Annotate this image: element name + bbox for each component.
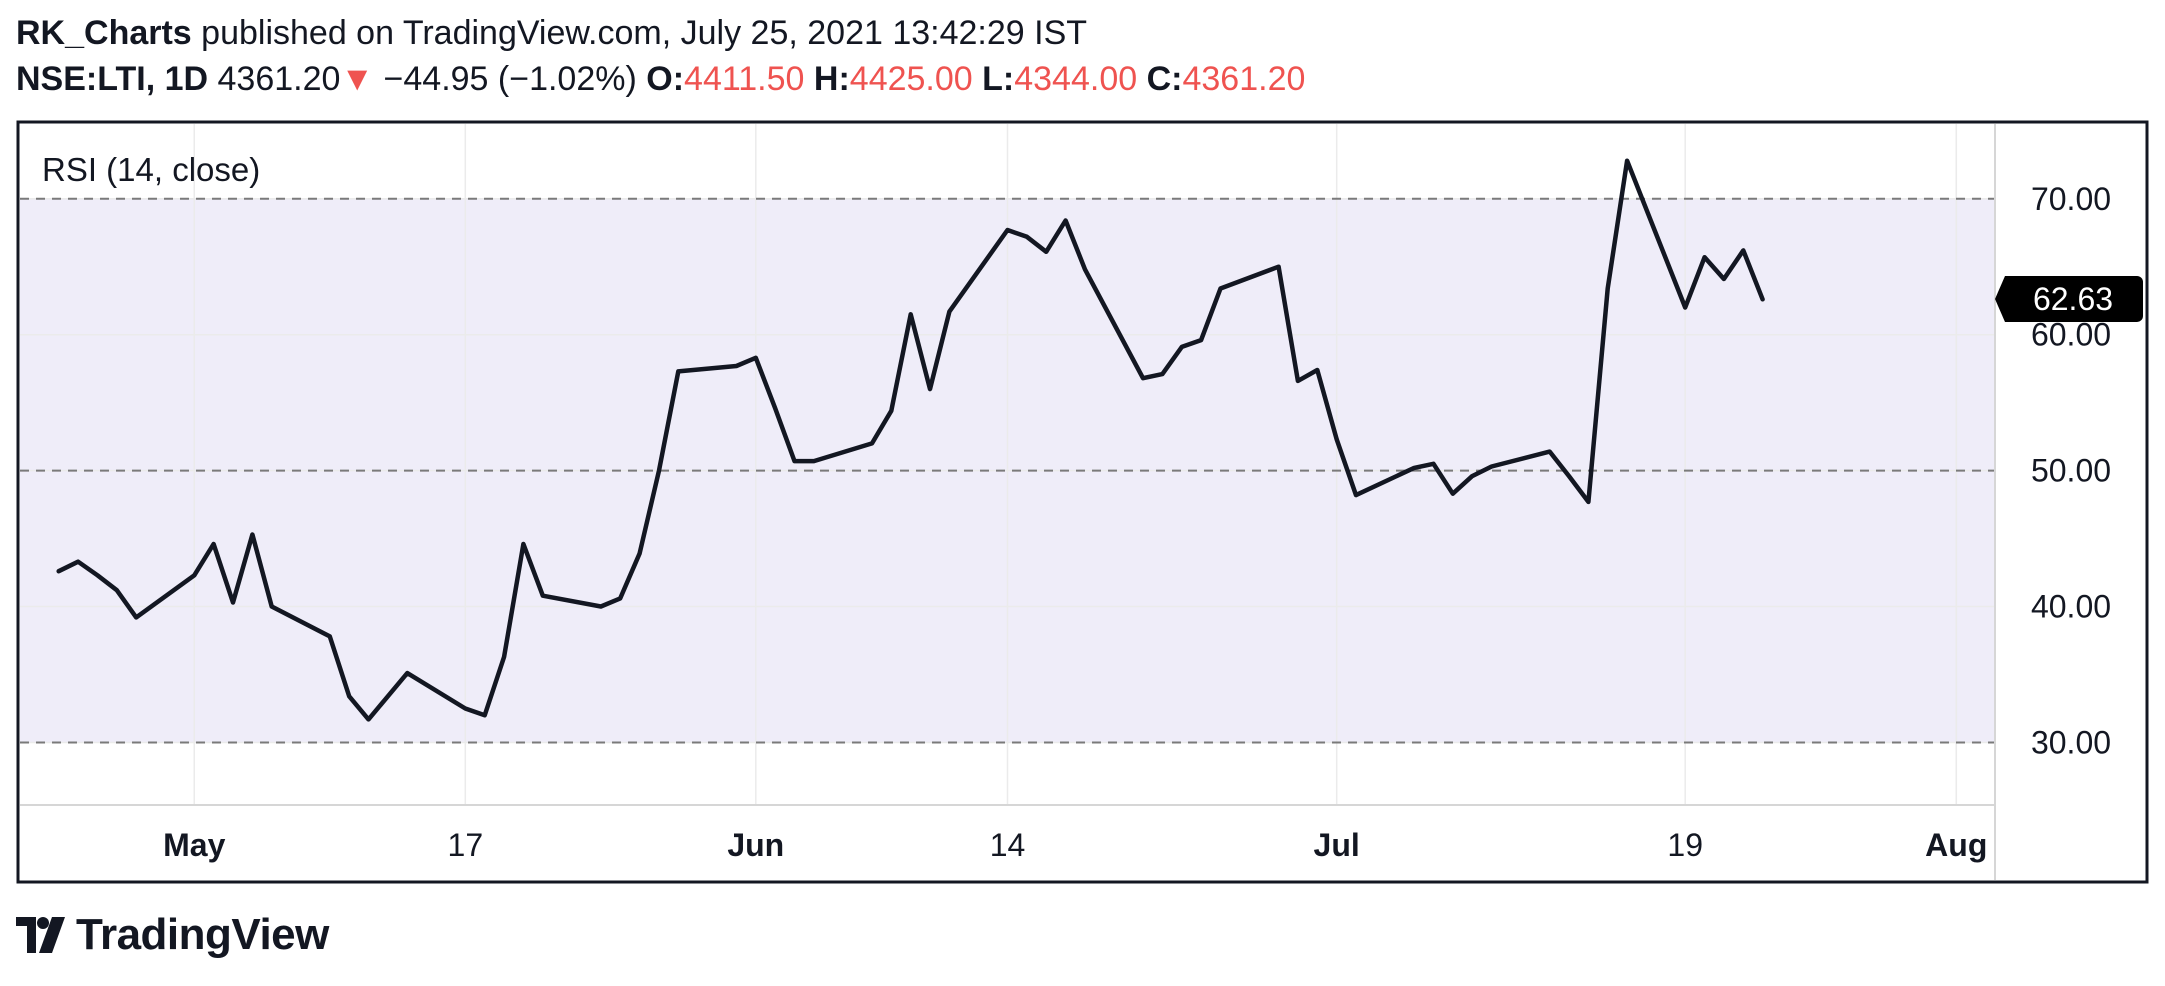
open-value: 4411.50	[684, 60, 805, 98]
x-tick-label-3: 14	[990, 827, 1026, 863]
last-value-box	[1995, 275, 2143, 322]
high-value: 4425.00	[849, 60, 973, 98]
tradingview-logo-icon	[16, 917, 65, 953]
x-tick-label-0: May	[163, 827, 225, 863]
y-tick-label-0: 30.00	[2031, 724, 2111, 760]
y-axis-labels: 30.00 40.00 50.00 60.00 70.00	[2031, 181, 2111, 761]
close-label: C:	[1146, 60, 1183, 98]
open-label: O:	[646, 60, 685, 98]
change-value: −44.95 (−1.02%)	[383, 60, 637, 98]
symbol-label: NSE:LTI, 1D	[16, 60, 209, 98]
high-label: H:	[813, 60, 850, 98]
ohlc-line: NSE:LTI, 1D 4361.20▼ −44.95 (−1.02%) O:4…	[16, 56, 1305, 102]
y-tick-label-2: 50.00	[2031, 453, 2111, 489]
indicator-title: RSI (14, close)	[42, 151, 260, 188]
last-value-marker: 62.63	[1995, 275, 2143, 322]
y-tick-label-3: 60.00	[2031, 317, 2111, 353]
last-value-label: 62.63	[2033, 281, 2113, 317]
grid-lines	[20, 124, 1995, 805]
x-tick-label-4: Jul	[1314, 827, 1360, 863]
author-name[interactable]: RK_Charts	[16, 14, 192, 52]
x-tick-label-1: 17	[448, 827, 484, 863]
close-value: 4361.20	[1182, 60, 1306, 98]
published-text: published on TradingView.com, July 25, 2…	[201, 14, 1088, 52]
y-tick-label-4: 70.00	[2031, 181, 2111, 217]
tradingview-brand-name: TradingView	[76, 910, 329, 959]
chart-header: RK_Charts published on TradingView.com, …	[16, 10, 1305, 102]
down-triangle-icon: ▼	[340, 60, 375, 98]
publish-line: RK_Charts published on TradingView.com, …	[16, 10, 1305, 56]
low-label: L:	[982, 60, 1015, 98]
tradingview-logo[interactable]: TradingView	[16, 910, 329, 960]
rsi-series-line	[56, 158, 1765, 722]
x-axis-labels: May 17 Jun 14 Jul 19 Aug	[163, 827, 1987, 863]
price-value: 4361.20	[217, 60, 341, 98]
chart-frame	[16, 120, 2149, 884]
x-tick-label-5: 19	[1667, 827, 1703, 863]
x-tick-label-6: Aug	[1925, 827, 1987, 863]
low-value: 4344.00	[1014, 60, 1138, 98]
y-tick-label-1: 40.00	[2031, 589, 2111, 625]
x-tick-label-2: Jun	[727, 827, 784, 863]
